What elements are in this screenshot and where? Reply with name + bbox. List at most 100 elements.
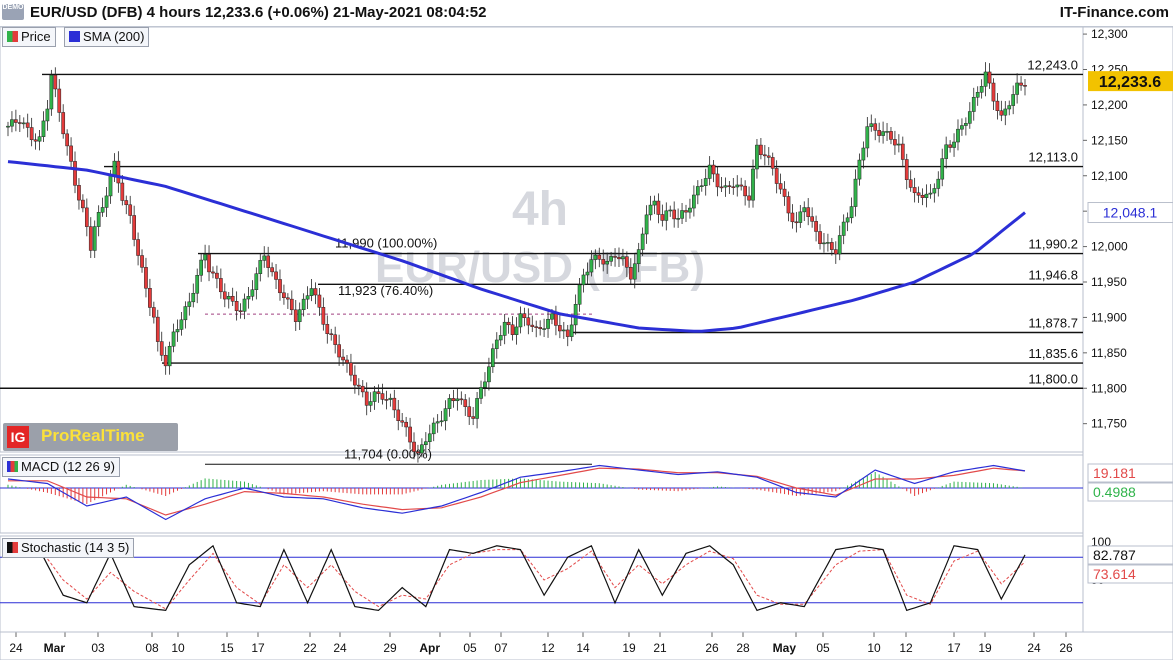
level-label: 11,835.6 xyxy=(1028,346,1078,361)
candle-body xyxy=(920,194,925,198)
candle-body xyxy=(904,159,909,180)
candle-body xyxy=(601,259,606,265)
x-tick-label: 03 xyxy=(91,641,105,655)
candle-body xyxy=(408,426,412,443)
candle-body xyxy=(845,217,850,223)
candle-body xyxy=(893,139,897,146)
legend-price-label: Price xyxy=(21,29,51,44)
candle-body xyxy=(258,260,263,274)
chart-title: EUR/USD (DFB) 4 hours 12,233.6 (+0.06%) … xyxy=(30,4,487,21)
macd-signal-line xyxy=(8,467,1026,516)
candle-body xyxy=(37,136,42,142)
candle-body xyxy=(305,295,310,300)
x-tick-label: 24 xyxy=(1027,641,1041,655)
candle-body xyxy=(747,195,751,201)
candle-body xyxy=(573,304,578,326)
candle-body xyxy=(282,292,286,298)
candle-body xyxy=(226,295,231,300)
candle-body xyxy=(632,263,637,280)
candle-body xyxy=(881,131,885,136)
candle-body xyxy=(238,310,243,313)
candle-body xyxy=(191,292,196,303)
legend-sma[interactable]: SMA (200) xyxy=(64,27,150,47)
candle-body xyxy=(293,309,298,322)
candle-body xyxy=(849,206,854,219)
candle-body xyxy=(964,123,968,126)
candle-body xyxy=(219,278,223,293)
candle-body xyxy=(459,398,464,401)
candle-body xyxy=(475,398,479,419)
legend-macd-label: MACD (12 26 9) xyxy=(21,459,115,474)
candle-body xyxy=(664,210,669,221)
candle-body xyxy=(873,123,878,131)
candle-body xyxy=(900,143,905,160)
legend-stochastic[interactable]: Stochastic (14 3 5) xyxy=(2,538,135,558)
candle-body xyxy=(313,288,318,296)
x-tick-label: 10 xyxy=(171,641,185,655)
candle-body xyxy=(672,209,677,220)
legend-price[interactable]: Price xyxy=(2,27,56,47)
candle-body xyxy=(412,441,416,452)
candle-body xyxy=(597,254,602,260)
candle-body xyxy=(987,71,992,84)
candle-body xyxy=(739,184,744,187)
candle-body xyxy=(526,317,531,326)
candle-body xyxy=(628,267,633,280)
candle-body xyxy=(983,71,988,87)
candle-body xyxy=(301,298,306,311)
candle-body xyxy=(719,186,724,189)
y-tick-label: 12,100 xyxy=(1091,169,1128,183)
candle-body xyxy=(471,416,475,419)
candle-body xyxy=(33,139,38,142)
candle-body xyxy=(699,185,704,187)
candle-body xyxy=(487,366,491,383)
level-label: 11,946.8 xyxy=(1028,267,1078,282)
candle-body xyxy=(88,226,93,251)
main-panel xyxy=(0,26,1084,453)
candle-body xyxy=(329,333,334,336)
candle-body xyxy=(680,210,684,219)
candle-body xyxy=(140,255,144,268)
candle-body xyxy=(53,74,58,90)
y-tick-label: 12,150 xyxy=(1091,133,1128,147)
candle-body xyxy=(431,422,436,435)
candle-body xyxy=(171,331,176,347)
candle-body xyxy=(262,255,267,261)
candle-body xyxy=(932,188,937,194)
sma-value-badge xyxy=(1087,202,1173,224)
legend-macd[interactable]: MACD (12 26 9) xyxy=(2,457,120,477)
candle-body xyxy=(57,88,62,113)
candle-body xyxy=(392,397,397,411)
candle-body xyxy=(885,131,889,133)
candle-body xyxy=(1015,82,1019,95)
candle-body xyxy=(692,194,696,209)
candle-body xyxy=(242,298,247,312)
candle-body xyxy=(613,256,617,258)
candle-body xyxy=(522,313,527,318)
candle-body xyxy=(207,254,211,273)
last-price-label: 12,233.6 xyxy=(1099,74,1161,91)
watermark-timeframe: 4h xyxy=(512,183,568,236)
candle-body xyxy=(502,321,507,336)
candle-body xyxy=(435,421,440,424)
prorealtime-label: ProRealTime xyxy=(41,426,145,445)
candle-body xyxy=(715,173,720,188)
x-tick-label: 21 xyxy=(653,641,667,655)
candle-body xyxy=(589,259,594,273)
candle-body xyxy=(948,144,952,148)
candle-body xyxy=(1011,94,1016,106)
candle-body xyxy=(735,184,740,188)
x-tick-label: 10 xyxy=(867,641,881,655)
candle-body xyxy=(518,313,523,328)
stoch-panel xyxy=(0,535,1084,633)
candle-body xyxy=(936,178,941,189)
y-tick-label: 12,300 xyxy=(1091,27,1128,41)
candle-body xyxy=(952,141,956,148)
candle-body xyxy=(349,362,353,376)
candle-body xyxy=(61,112,66,135)
candle-body xyxy=(798,211,803,223)
candle-body xyxy=(857,159,862,180)
candle-body xyxy=(648,204,653,216)
candle-body xyxy=(794,221,799,224)
